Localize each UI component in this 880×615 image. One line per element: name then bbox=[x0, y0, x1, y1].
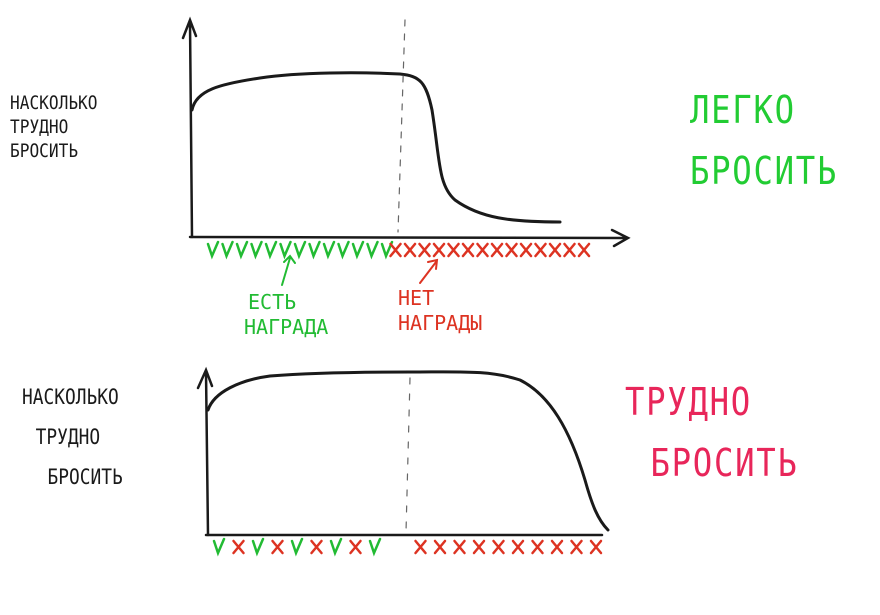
cross-mark bbox=[570, 539, 583, 555]
cross-mark bbox=[461, 242, 475, 258]
bottom-verdict: ТРУДНО БРОСИТЬ bbox=[625, 372, 799, 494]
cross-mark bbox=[563, 242, 576, 258]
reward-label: ЕСТЬ НАГРАДА bbox=[244, 290, 328, 340]
top-y-axis bbox=[181, 16, 198, 239]
check-mark bbox=[380, 240, 394, 260]
check-mark bbox=[235, 240, 249, 260]
check-mark bbox=[212, 537, 226, 557]
top-curve bbox=[190, 71, 562, 224]
no-reward-arrow bbox=[419, 258, 439, 284]
cross-mark bbox=[577, 242, 591, 258]
cross-mark bbox=[403, 242, 417, 258]
cross-mark bbox=[310, 539, 323, 555]
label-line: НАГРАДЫ bbox=[398, 311, 483, 335]
cross-mark bbox=[447, 242, 460, 258]
cross-mark bbox=[414, 539, 427, 555]
check-mark bbox=[351, 240, 365, 260]
verdict-line: БРОСИТЬ bbox=[690, 148, 839, 193]
cross-mark bbox=[472, 539, 486, 555]
bottom-curve bbox=[206, 370, 610, 532]
cross-mark bbox=[271, 539, 284, 555]
check-mark bbox=[366, 240, 379, 260]
cross-mark bbox=[232, 539, 245, 555]
label-line: НАСКОЛЬКО bbox=[22, 385, 119, 409]
label-line: НАСКОЛЬКО bbox=[10, 92, 98, 114]
verdict-line: ТРУДНО bbox=[625, 380, 752, 424]
label-line: БРОСИТЬ bbox=[10, 139, 79, 162]
label-line: НАГРАДА bbox=[244, 315, 329, 339]
check-mark bbox=[221, 240, 234, 260]
top-x-axis bbox=[188, 228, 631, 248]
check-mark bbox=[337, 240, 350, 260]
label-line: ТРУДНО bbox=[35, 424, 101, 449]
check-mark bbox=[308, 240, 321, 260]
verdict-line: БРОСИТЬ bbox=[650, 440, 799, 485]
check-mark bbox=[293, 240, 307, 260]
no-reward-label: НЕТ НАГРАДЫ bbox=[398, 286, 482, 336]
label-line: НЕТ bbox=[398, 286, 435, 310]
cross-mark bbox=[418, 242, 431, 258]
top-verdict: ЛЕГКО БРОСИТЬ bbox=[690, 80, 838, 202]
cross-mark bbox=[511, 539, 525, 555]
top-reward-marks bbox=[206, 240, 591, 260]
cross-mark bbox=[534, 242, 547, 258]
cross-mark bbox=[519, 242, 533, 258]
top-divider bbox=[397, 19, 406, 233]
cross-mark bbox=[548, 242, 562, 258]
check-mark bbox=[279, 240, 292, 260]
cross-mark bbox=[490, 242, 504, 258]
cross-mark bbox=[505, 242, 518, 258]
check-mark bbox=[206, 240, 220, 260]
check-mark bbox=[329, 537, 343, 557]
label-line: ЕСТЬ bbox=[248, 290, 297, 314]
bottom-y-axis bbox=[196, 366, 214, 537]
bottom-divider bbox=[405, 377, 411, 533]
check-mark bbox=[264, 240, 278, 260]
check-mark bbox=[368, 537, 382, 557]
verdict-line: ЛЕГКО bbox=[690, 88, 796, 132]
cross-mark bbox=[550, 539, 564, 555]
label-line: ТРУДНО bbox=[10, 115, 69, 138]
cross-mark bbox=[349, 539, 362, 555]
bottom-y-label: НАСКОЛЬКО ТРУДНО БРОСИТЬ bbox=[22, 378, 123, 498]
cross-mark bbox=[492, 539, 505, 555]
cross-mark bbox=[432, 242, 446, 258]
label-line: БРОСИТЬ bbox=[47, 464, 123, 489]
cross-mark bbox=[476, 242, 489, 258]
cross-mark bbox=[531, 539, 544, 555]
cross-mark bbox=[389, 242, 402, 258]
top-y-label: НАСКОЛЬКО ТРУДНО БРОСИТЬ bbox=[10, 92, 98, 163]
check-mark bbox=[290, 537, 304, 557]
check-mark bbox=[322, 240, 336, 260]
cross-mark bbox=[453, 539, 466, 555]
cross-mark bbox=[433, 539, 447, 555]
cross-mark bbox=[589, 539, 603, 555]
check-mark bbox=[251, 537, 265, 557]
bottom-reward-marks bbox=[212, 537, 603, 557]
reward-arrow bbox=[281, 254, 296, 286]
check-mark bbox=[250, 240, 263, 260]
